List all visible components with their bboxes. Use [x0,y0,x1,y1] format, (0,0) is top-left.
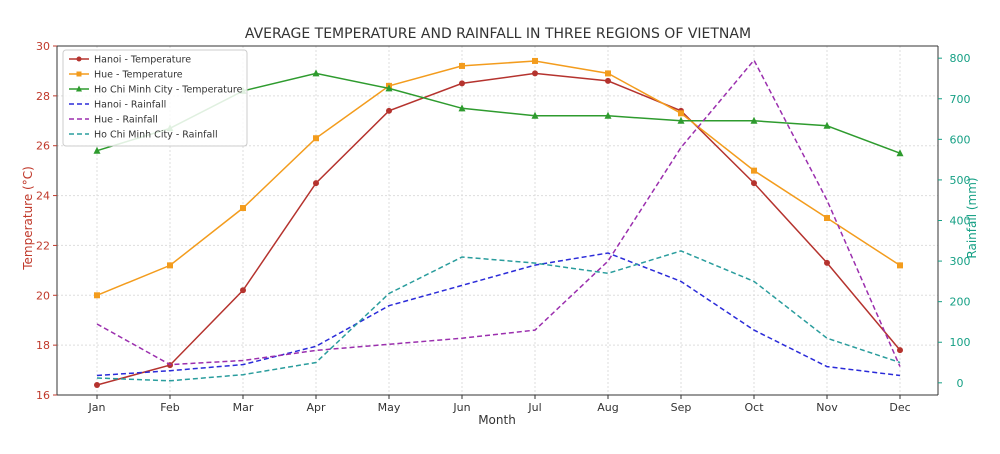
data-point [313,135,319,142]
y-right-tick-label: 400 [950,215,971,228]
y-axis-right-label: Rainfall (mm) [965,177,979,258]
y-left-tick-label: 18 [36,339,50,352]
y-left-tick-label: 22 [36,239,50,252]
data-point [678,110,684,117]
series-line-1 [96,60,901,296]
y-right-tick-label: 200 [950,296,971,309]
y-right-tick-label: 800 [950,52,971,65]
y-right-tick-label: 300 [950,255,971,268]
legend: Hanoi - Temperature Hue - Temperature Ho C… [62,49,248,147]
y-axis-left-label: Temperature (°C) [21,166,35,271]
series-line-4 [96,58,901,367]
data-point [824,215,830,222]
y-right-tick-label: 0 [957,377,964,390]
data-point [605,77,611,84]
data-point [750,116,758,124]
x-tick-label: Oct [744,401,764,414]
data-point [896,149,904,157]
y-right-tick-label: 600 [950,133,971,146]
x-tick-label: Jan [88,401,106,414]
legend-marker [76,71,82,77]
x-tick-label: Dec [889,401,910,414]
series-line-3 [96,252,901,377]
data-point [386,107,392,114]
x-tick-label: Feb [160,401,179,414]
axes: Jan Feb Mar Apr May Jun Jul Aug Sep Oct Nov Dec 16 18… [36,40,971,414]
data-point [240,205,246,212]
x-tick-label: Mar [233,401,254,414]
x-tick-label: May [378,401,401,414]
legend-box [62,49,248,147]
data-point [458,104,466,112]
data-point [751,167,757,174]
data-point [897,347,903,354]
data-point [459,62,465,69]
data-point [167,262,173,269]
data-point [897,262,903,269]
data-point [532,70,538,77]
series-line-0 [96,72,901,386]
data-point [824,259,830,266]
x-axis-label: Month [478,413,516,427]
y-right-tick-label: 500 [950,174,971,187]
data-point [459,80,465,87]
chart-title: AVERAGE TEMPERATURE AND RAINFALL IN THRE… [245,26,751,42]
data-point [751,180,757,187]
y-right-tick-label: 700 [950,93,971,106]
legend-label: Hanoi - Rainfall [94,100,166,111]
series-line-5 [96,250,901,382]
x-tick-label: Sep [671,401,692,414]
y-left-tick-label: 26 [36,140,50,153]
y-left-tick-label: 20 [36,289,50,302]
data-point [532,57,538,64]
data-point [823,121,831,129]
y-left-tick-label: 16 [36,389,50,402]
x-tick-label: Jul [527,401,541,414]
legend-label: Hue - Temperature [94,70,183,81]
data-point [677,116,685,124]
x-tick-label: Jun [452,401,470,414]
data-point [94,292,100,299]
data-point [93,146,101,154]
y-left-tick-label: 28 [36,90,50,103]
legend-marker [76,56,82,62]
x-tick-label: Aug [597,401,618,414]
data-point [531,111,539,119]
legend-label: Hanoi - Temperature [94,55,191,66]
x-tick-label: Apr [306,401,326,414]
data-point [605,70,611,77]
legend-marker [76,85,82,92]
data-point [313,180,319,187]
y-left-tick-label: 24 [36,190,50,203]
legend-label: Hue - Rainfall [94,115,158,126]
y-right-tick-label: 100 [950,336,971,349]
data-point [604,111,612,119]
data-point [385,84,393,92]
data-point [94,382,100,389]
y-left-tick-label: 30 [36,40,50,53]
x-tick-label: Nov [816,401,838,414]
data-point [312,69,320,77]
legend-label: Ho Chi Minh City - Rainfall [94,130,218,141]
legend-label: Ho Chi Minh City - Temperature [94,85,243,96]
data-point [240,287,246,294]
